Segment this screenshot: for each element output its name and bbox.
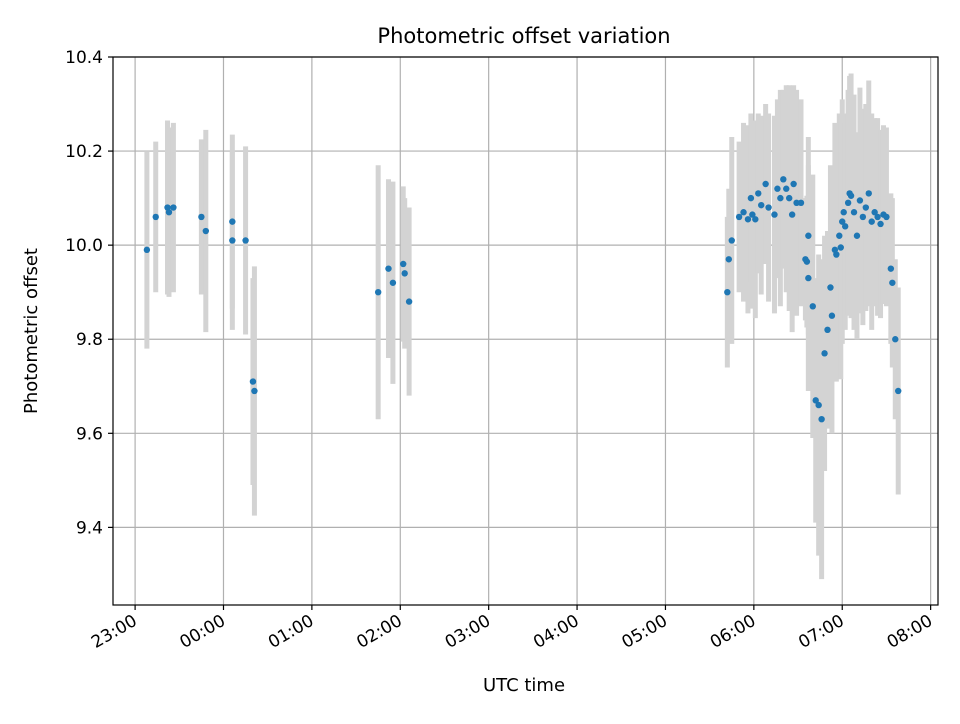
data-point bbox=[724, 288, 731, 296]
data-point bbox=[850, 209, 858, 216]
data-point bbox=[856, 197, 864, 204]
data-point bbox=[839, 218, 846, 225]
data-point bbox=[749, 211, 756, 218]
data-point bbox=[755, 190, 762, 197]
data-point bbox=[889, 279, 896, 286]
data-point bbox=[152, 213, 159, 221]
data-point bbox=[837, 244, 844, 251]
data-point bbox=[143, 246, 151, 254]
data-point bbox=[786, 194, 793, 202]
error-bars bbox=[144, 73, 901, 580]
x-tick-label: 03:00 bbox=[442, 611, 494, 653]
data-point bbox=[771, 211, 778, 218]
data-point bbox=[797, 199, 805, 207]
data-point bbox=[895, 387, 902, 395]
y-tick-label: 10.2 bbox=[65, 142, 103, 162]
data-point bbox=[847, 192, 855, 199]
data-point bbox=[777, 194, 784, 202]
data-point bbox=[242, 237, 249, 244]
data-point bbox=[840, 209, 847, 216]
data-point bbox=[747, 194, 755, 202]
data-point bbox=[405, 298, 413, 305]
y-tick-label: 9.6 bbox=[76, 424, 103, 444]
y-tick-label: 10.0 bbox=[65, 236, 103, 256]
data-point bbox=[833, 251, 840, 258]
data-point bbox=[170, 204, 177, 211]
data-point bbox=[827, 284, 834, 291]
data-point bbox=[877, 220, 884, 228]
chart-title: Photometric offset variation bbox=[377, 24, 670, 48]
data-point bbox=[868, 218, 875, 225]
data-point bbox=[812, 397, 819, 404]
data-point bbox=[859, 213, 867, 221]
data-point bbox=[883, 213, 890, 221]
x-tick-label: 04:00 bbox=[530, 611, 582, 653]
data-point bbox=[251, 387, 258, 395]
data-point bbox=[788, 211, 796, 218]
data-point bbox=[809, 303, 816, 310]
data-point bbox=[805, 274, 812, 282]
data-point bbox=[887, 265, 895, 272]
data-point bbox=[740, 209, 747, 216]
data-points bbox=[143, 176, 902, 423]
y-tick-label: 9.4 bbox=[76, 518, 103, 538]
data-point bbox=[805, 232, 812, 239]
data-point bbox=[862, 204, 870, 211]
data-point bbox=[774, 185, 781, 192]
data-point bbox=[865, 190, 872, 197]
data-point bbox=[841, 223, 849, 230]
data-point bbox=[725, 256, 733, 263]
data-point bbox=[165, 209, 173, 216]
x-tick-label: 06:00 bbox=[707, 611, 759, 653]
data-point bbox=[401, 270, 408, 277]
x-tick-label: 02:00 bbox=[353, 611, 405, 653]
data-point bbox=[871, 209, 878, 216]
data-point bbox=[735, 213, 743, 221]
data-point bbox=[389, 279, 397, 286]
data-point bbox=[844, 199, 852, 207]
x-tick-label: 08:00 bbox=[884, 611, 936, 653]
x-tick-label: 07:00 bbox=[795, 611, 847, 653]
data-point bbox=[780, 176, 787, 183]
data-point bbox=[728, 237, 735, 244]
data-point bbox=[836, 232, 843, 239]
data-point bbox=[374, 288, 382, 296]
data-point bbox=[824, 326, 831, 334]
data-point bbox=[198, 213, 205, 221]
y-tick-label: 9.8 bbox=[76, 330, 103, 350]
x-tick-label: 00:00 bbox=[177, 611, 229, 653]
data-point bbox=[853, 232, 861, 239]
data-point bbox=[758, 201, 765, 209]
y-tick-label: 10.4 bbox=[65, 48, 103, 68]
x-tick-label: 23:00 bbox=[88, 611, 140, 653]
x-tick-label: 01:00 bbox=[265, 611, 317, 653]
data-point bbox=[828, 312, 836, 319]
data-point bbox=[765, 204, 772, 211]
data-point bbox=[818, 415, 825, 423]
axis-ticks: 23:00 00:00 01:00 02:00 03:00 04:00 05:00 06:00… bbox=[65, 48, 936, 653]
data-point bbox=[821, 350, 828, 357]
data-point bbox=[752, 216, 759, 223]
x-tick-label: 05:00 bbox=[619, 611, 671, 653]
data-point bbox=[249, 378, 257, 385]
data-point bbox=[229, 218, 236, 225]
data-point bbox=[874, 213, 881, 221]
data-point bbox=[892, 336, 899, 343]
data-point bbox=[783, 185, 790, 192]
data-point bbox=[385, 265, 392, 272]
y-axis-label: Photometric offset bbox=[21, 248, 42, 414]
data-point bbox=[790, 180, 797, 188]
data-point bbox=[815, 401, 822, 409]
plot-area-frame bbox=[112, 56, 939, 606]
data-point bbox=[803, 258, 811, 265]
data-point bbox=[229, 237, 236, 244]
data-point bbox=[744, 216, 752, 223]
data-point bbox=[762, 180, 769, 188]
x-axis-label: UTC time bbox=[483, 675, 565, 696]
data-point bbox=[202, 227, 210, 235]
data-point bbox=[793, 199, 800, 207]
data-point bbox=[400, 260, 407, 268]
